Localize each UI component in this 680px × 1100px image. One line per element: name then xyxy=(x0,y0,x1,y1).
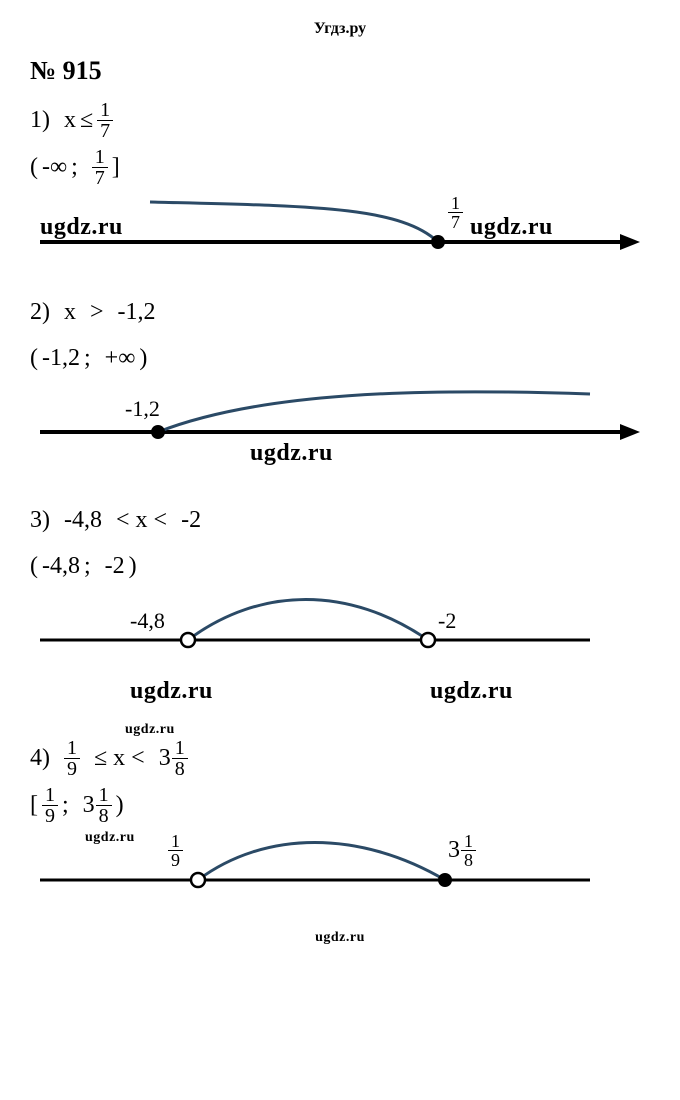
item-1-point-label: 17 xyxy=(448,194,463,231)
problem-title: № 915 xyxy=(30,56,650,86)
item-4-interval: [ 1 9 ; 3 18 ) xyxy=(30,785,650,826)
item-4-point-label-a: 19 xyxy=(168,832,183,869)
item-1-lhs: x xyxy=(64,107,76,134)
item-1-inequality: 1) x ≤ 1 7 xyxy=(30,100,650,141)
item-1-diagram: 17 ugdz.ru ugdz.ru xyxy=(30,200,650,272)
item-4-index: 4) xyxy=(30,745,50,772)
item-2-svg xyxy=(30,390,650,450)
item-2: 2) x > -1,2 ( -1,2; +∞ ) -1,2 ugdz.ru xyxy=(30,292,650,480)
item-4-diagram: ugdz.ru 19 318 xyxy=(30,838,650,908)
item-3: 3) -4,8 < x < -2 ( -4,8; -2 ) -4,8 -2 ug… xyxy=(30,500,650,718)
item-3-index: 3) xyxy=(30,507,50,534)
item-3-point-label-a: -4,8 xyxy=(130,608,165,634)
item-1-interval: ( -∞; 1 7 ] xyxy=(30,147,650,188)
item-4-inequality: 4) 1 9 ≤ x < 3 18 xyxy=(30,738,650,779)
item-1-index: 1) xyxy=(30,107,50,134)
item-4: ugdz.ru 4) 1 9 ≤ x < 3 18 [ 1 9 ; 3 18 )… xyxy=(30,738,650,908)
item-4-svg xyxy=(30,838,610,894)
item-2-point-label: -1,2 xyxy=(125,396,160,422)
header-site: Угдз.ру xyxy=(30,20,650,38)
item-1-svg xyxy=(30,200,650,260)
item-2-interval: ( -1,2; +∞ ) xyxy=(30,338,650,378)
item-3-interval: ( -4,8; -2 ) xyxy=(30,546,650,586)
item-4-point-label-b: 318 xyxy=(448,832,476,869)
item-2-index: 2) xyxy=(30,299,50,326)
item-2-diagram: -1,2 ugdz.ru xyxy=(30,390,650,480)
item-3-inequality: 3) -4,8 < x < -2 xyxy=(30,500,650,540)
item-1-rhs-frac: 1 7 xyxy=(97,100,113,141)
item-1-rel: ≤ xyxy=(80,107,93,134)
item-3-svg xyxy=(30,598,610,654)
watermark: ugdz.ru xyxy=(130,678,213,705)
watermark: ugdz.ru xyxy=(430,678,513,705)
item-2-inequality: 2) x > -1,2 xyxy=(30,292,650,332)
footer-watermark: ugdz.ru xyxy=(30,928,650,946)
watermark: ugdz.ru xyxy=(125,722,175,738)
item-3-point-label-b: -2 xyxy=(438,608,456,634)
item-3-diagram: -4,8 -2 ugdz.ru ugdz.ru xyxy=(30,598,650,718)
item-1: 1) x ≤ 1 7 ( -∞; 1 7 ] 17 ugdz.ru ugdz.r… xyxy=(30,100,650,272)
